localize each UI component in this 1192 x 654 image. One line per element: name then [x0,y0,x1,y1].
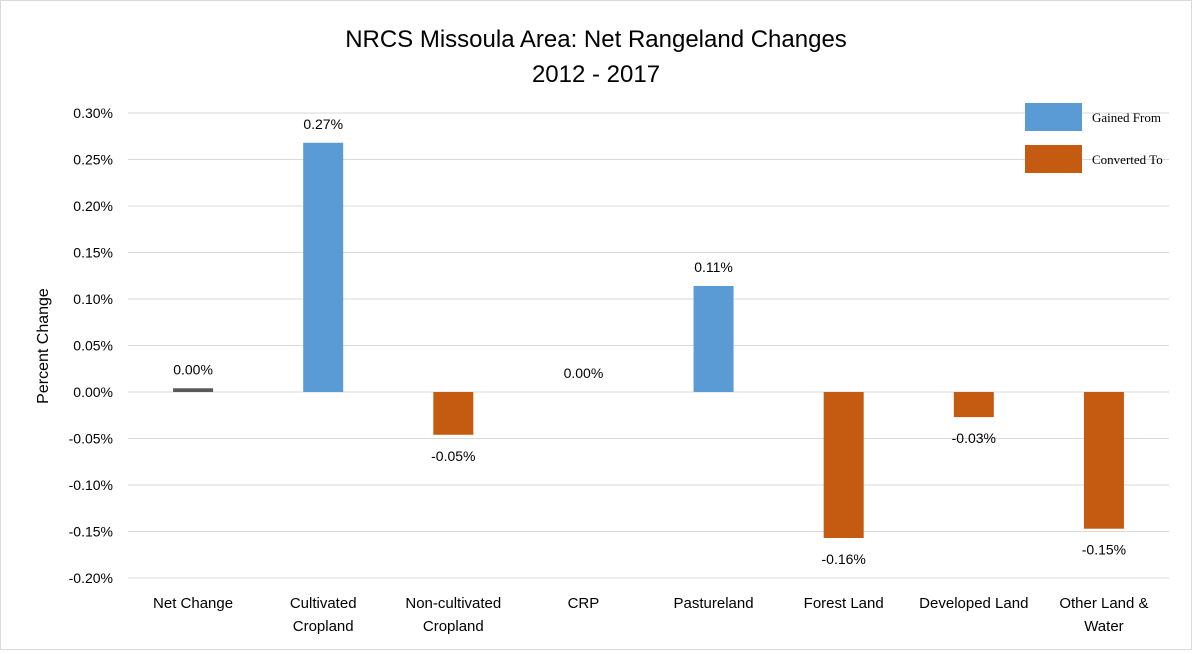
data-label-5: 0.11% [694,259,733,275]
bar-6 [823,392,864,539]
data-label-2: 0.27% [303,116,343,132]
y-tick-label: 0.30% [73,105,113,121]
y-tick-label: -0.15% [69,524,113,540]
y-axis-ticks: 0.30% 0.25% 0.20% 0.15% 0.10% 0.05% 0.00% -0.05… [69,105,113,586]
x-category-label-6: Forest Land [804,595,884,612]
y-axis-label: Percent Change [35,288,52,404]
data-label-8: -0.15% [1082,542,1126,558]
legend-swatch-converted [1025,145,1082,173]
y-tick-label: 0.00% [73,384,113,400]
data-label-1: 0.00% [173,361,213,377]
x-category-label-8: Other Land & Water [1059,595,1148,635]
bar-2 [303,142,344,392]
y-tick-label: 0.20% [73,198,113,214]
legend: Gained From Converted To [1025,103,1190,187]
bar-1 [173,388,214,392]
legend-swatch-gained [1025,103,1082,131]
y-tick-label: -0.05% [69,431,113,447]
data-labels: 0.00% 0.27% -0.05% 0.00% 0.11% -0.16% -0.03% -0… [173,116,1126,567]
bar-5 [693,285,734,392]
legend-item-gained: Gained From [1025,103,1190,145]
x-category-label-2: Cultivated Cropland [290,595,357,635]
data-label-4: 0.00% [564,365,604,381]
x-category-label-3: Non-cultivated Cropland [405,595,501,635]
data-label-3: -0.05% [431,448,475,464]
legend-label-converted: Converted To [1092,152,1163,167]
x-category-label-5: Pastureland [674,595,754,612]
data-label-6: -0.16% [822,551,866,567]
y-tick-label: 0.25% [73,152,113,168]
x-axis-categories: Net Change Cultivated Cropland Non-cultivat… [153,595,1149,635]
gridlines [128,112,1169,579]
chart-subtitle: 2012 - 2017 [532,61,660,88]
y-tick-label: -0.10% [69,477,113,493]
bar-3 [433,392,474,435]
y-tick-label: 0.10% [73,291,113,307]
x-category-label-4: CRP [568,595,600,612]
x-category-label-7: Developed Land [919,595,1028,612]
legend-label-gained: Gained From [1092,110,1161,125]
bar-8 [1083,392,1124,529]
y-tick-label: 0.15% [73,245,113,261]
bars [173,142,1124,539]
data-label-7: -0.03% [952,430,996,446]
legend-item-converted: Converted To [1025,145,1190,187]
x-category-label-1: Net Change [153,595,233,612]
y-tick-label: 0.05% [73,338,113,354]
bar-7 [953,392,994,418]
y-tick-label: -0.20% [69,570,113,586]
chart-title: NRCS Missoula Area: Net Rangeland Change… [345,26,847,53]
